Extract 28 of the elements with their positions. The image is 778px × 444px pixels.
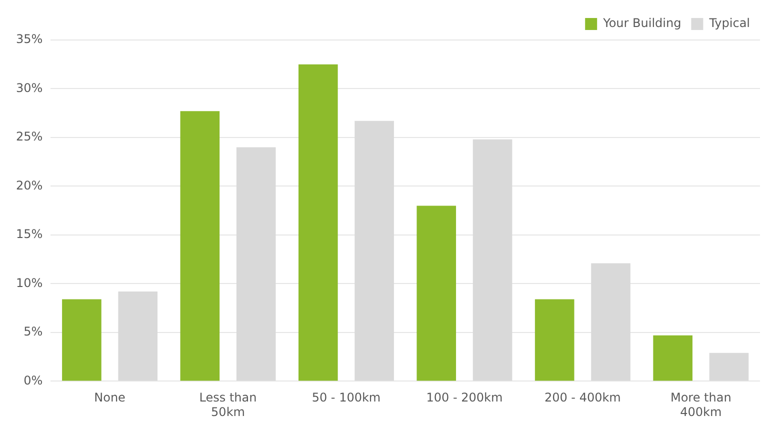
legend-label: Typical [708,16,750,30]
bar [236,147,276,381]
legend-label: Your Building [602,16,682,30]
x-tick-label: 100 - 200km [426,390,503,405]
x-tick-label: None [94,390,126,405]
x-tick-label: 50 - 100km [312,390,381,405]
bar [298,64,338,381]
bar [62,299,102,381]
bar [416,206,456,381]
bar [534,299,574,381]
x-tick-label: 200 - 400km [544,390,621,405]
bar [472,139,512,381]
y-tick-label: 15% [16,227,43,242]
bar [180,111,220,381]
y-tick-label: 10% [16,276,43,290]
bar [118,292,158,381]
y-tick-label: 0% [24,373,43,388]
x-tick-label: Less than 50km [199,390,257,419]
y-tick-label: 30% [16,80,43,95]
bar [591,263,630,381]
bar [709,352,749,381]
y-tick-label: 5% [24,324,43,339]
y-tick-label: 25% [16,130,43,144]
y-tick-label: 35% [16,32,43,46]
bar [354,120,394,381]
x-tick-label: More than 400km [670,390,732,419]
y-tick-label: 20% [16,178,43,192]
bar [653,335,692,381]
